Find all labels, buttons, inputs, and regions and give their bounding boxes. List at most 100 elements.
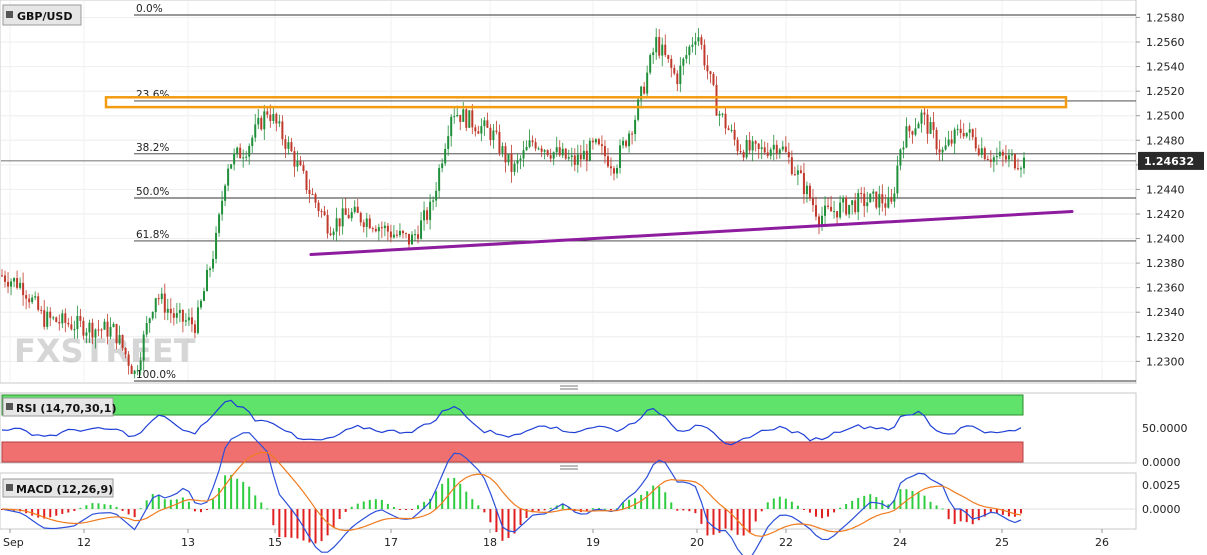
candle-body bbox=[724, 113, 727, 129]
candle-body bbox=[845, 197, 848, 215]
candle-body bbox=[733, 129, 736, 140]
macd-hist-bar bbox=[212, 499, 215, 509]
candle-body bbox=[260, 117, 263, 130]
candle-body bbox=[884, 203, 887, 208]
candle-body bbox=[257, 117, 260, 125]
macd-hist-bar bbox=[109, 504, 112, 509]
macd-hist-bar bbox=[374, 499, 377, 509]
macd-hist-bar bbox=[483, 509, 486, 513]
candle-body bbox=[881, 194, 884, 204]
candle-body bbox=[82, 320, 85, 336]
pane-resize-handle-2[interactable] bbox=[560, 465, 578, 470]
candle-body bbox=[218, 214, 221, 233]
macd-hist-bar bbox=[833, 509, 836, 513]
candle-body bbox=[561, 148, 564, 156]
candle-body bbox=[597, 139, 600, 145]
macd-hist-bar bbox=[911, 490, 914, 509]
candle-body bbox=[43, 310, 46, 327]
candle-body bbox=[534, 142, 537, 149]
candle-body bbox=[679, 65, 682, 85]
macd-hist-bar bbox=[1001, 509, 1004, 515]
macd-hist-bar bbox=[609, 509, 612, 510]
rsi-oversold-band bbox=[1, 441, 1024, 463]
candle-body bbox=[685, 55, 688, 59]
candle-body bbox=[420, 220, 423, 239]
candle-body bbox=[585, 150, 588, 161]
candle-body bbox=[181, 309, 184, 322]
candle-body bbox=[1019, 168, 1022, 170]
candle-body bbox=[914, 128, 917, 135]
macd-hist-bar bbox=[754, 509, 757, 522]
macd-hist-bar bbox=[670, 502, 673, 509]
candle-body bbox=[495, 130, 498, 132]
candle-body bbox=[426, 210, 429, 220]
candle-body bbox=[414, 234, 417, 236]
candle-body bbox=[920, 112, 923, 124]
macd-hist-bar bbox=[344, 509, 347, 512]
price-tick-label: 1.2480 bbox=[1146, 134, 1185, 147]
candle-body bbox=[790, 157, 793, 175]
candle-body bbox=[329, 233, 332, 236]
candle-body bbox=[139, 360, 142, 371]
candle-body bbox=[802, 173, 805, 195]
candle-body bbox=[79, 315, 82, 321]
candle-body bbox=[435, 190, 438, 201]
rsi-badge-icon bbox=[6, 403, 13, 410]
time-tick-label: 22 bbox=[779, 536, 793, 549]
candle-body bbox=[833, 211, 836, 213]
price-panel bbox=[0, 0, 1137, 384]
macd-hist-bar bbox=[622, 502, 625, 509]
pane-resize-handle-1[interactable] bbox=[560, 385, 578, 390]
candle-body bbox=[498, 131, 501, 153]
macd-hist-bar bbox=[350, 506, 353, 509]
candle-body bbox=[824, 205, 827, 216]
candle-body bbox=[251, 137, 254, 146]
candle-body bbox=[124, 347, 127, 355]
candle-body bbox=[365, 218, 368, 227]
candle-body bbox=[694, 41, 697, 45]
candle-body bbox=[796, 170, 799, 175]
candle-body bbox=[196, 307, 199, 333]
fibonacci-levels: 0.0% 23.6% 38.2% 50.0% 61.8% 100.0% bbox=[1, 3, 1136, 382]
candle-body bbox=[637, 99, 640, 120]
macd-hist-bar bbox=[398, 509, 401, 510]
resistance-zone[interactable] bbox=[104, 96, 1068, 109]
candle-body bbox=[106, 321, 109, 337]
candle-body bbox=[169, 308, 172, 314]
macd-hist-bar bbox=[435, 491, 438, 509]
candle-body bbox=[230, 164, 233, 169]
candle-body bbox=[863, 193, 866, 207]
macd-hist-bar bbox=[404, 509, 407, 510]
candle-body bbox=[221, 200, 224, 215]
candle-body bbox=[769, 149, 772, 156]
candle-body bbox=[100, 329, 103, 331]
macd-hist-bar bbox=[965, 509, 968, 523]
candle-body bbox=[483, 120, 486, 127]
candle-body bbox=[31, 297, 34, 303]
candle-body bbox=[821, 215, 824, 225]
candle-body bbox=[281, 121, 284, 140]
candle-body bbox=[917, 123, 920, 129]
candle-body bbox=[941, 149, 944, 153]
time-tick-label: 24 bbox=[893, 536, 907, 549]
macd-hist-bar bbox=[935, 505, 938, 509]
macd-hist-bar bbox=[658, 486, 661, 509]
macd-hist-bar bbox=[302, 509, 305, 541]
macd-hist-bar bbox=[465, 491, 468, 509]
rsi-tick-0: 0.0000 bbox=[1142, 456, 1181, 469]
candle-body bbox=[163, 293, 166, 313]
support-trendline[interactable] bbox=[309, 210, 1074, 256]
candle-body bbox=[13, 278, 16, 282]
candle-body bbox=[519, 158, 522, 161]
candle-body bbox=[968, 129, 971, 133]
macd-hist-bar bbox=[392, 506, 395, 509]
macd-badge-icon bbox=[6, 484, 13, 491]
macd-hist-bar bbox=[79, 507, 82, 509]
candle-body bbox=[266, 111, 269, 115]
candle-body bbox=[49, 311, 52, 318]
macd-hist-bar bbox=[640, 494, 643, 509]
rsi-line bbox=[1, 399, 1022, 446]
macd-hist-bar bbox=[133, 509, 136, 518]
candle-body bbox=[510, 153, 513, 172]
macd-panel bbox=[0, 472, 1137, 530]
